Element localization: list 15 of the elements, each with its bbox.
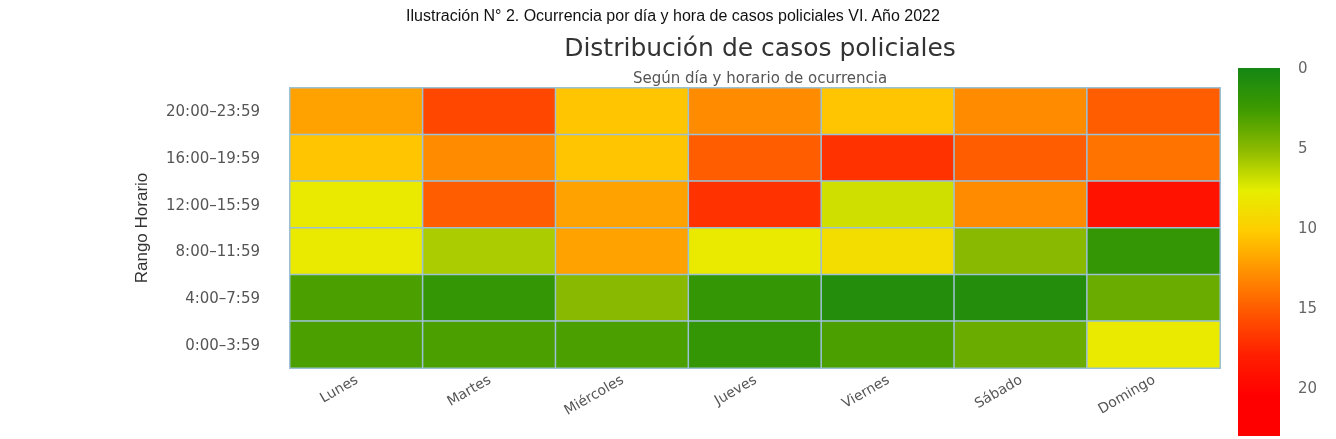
text: Ilustración N° 2. Ocurrencia por día y hora de casos policiales VI. Año 2022 bbox=[406, 6, 940, 24]
color-bar-label: 0 bbox=[1298, 59, 1308, 77]
y-tick-label: 20:00–23:59 bbox=[166, 102, 260, 121]
color-bar-label: 5 bbox=[1298, 139, 1308, 157]
y-axis-title: Rango Horario bbox=[132, 172, 151, 284]
chart-title: Distribución de casos policiales bbox=[564, 33, 956, 62]
y-tick-label: 16:00–19:59 bbox=[166, 149, 260, 167]
y-tick-label: 12:00–15:59 bbox=[166, 195, 260, 214]
y-tick-label: 4:00–7:59 bbox=[185, 289, 260, 307]
y-tick-label: 8:00–11:59 bbox=[175, 242, 260, 261]
color-bar-label: 10 bbox=[1298, 219, 1318, 237]
chart-subtitle: Según día y horario de ocurrencia bbox=[632, 68, 888, 87]
y-tick-label: 0:00–3:59 bbox=[185, 335, 260, 354]
color-bar-label: 20 bbox=[1298, 379, 1318, 397]
color-bar-label: 15 bbox=[1298, 299, 1318, 317]
